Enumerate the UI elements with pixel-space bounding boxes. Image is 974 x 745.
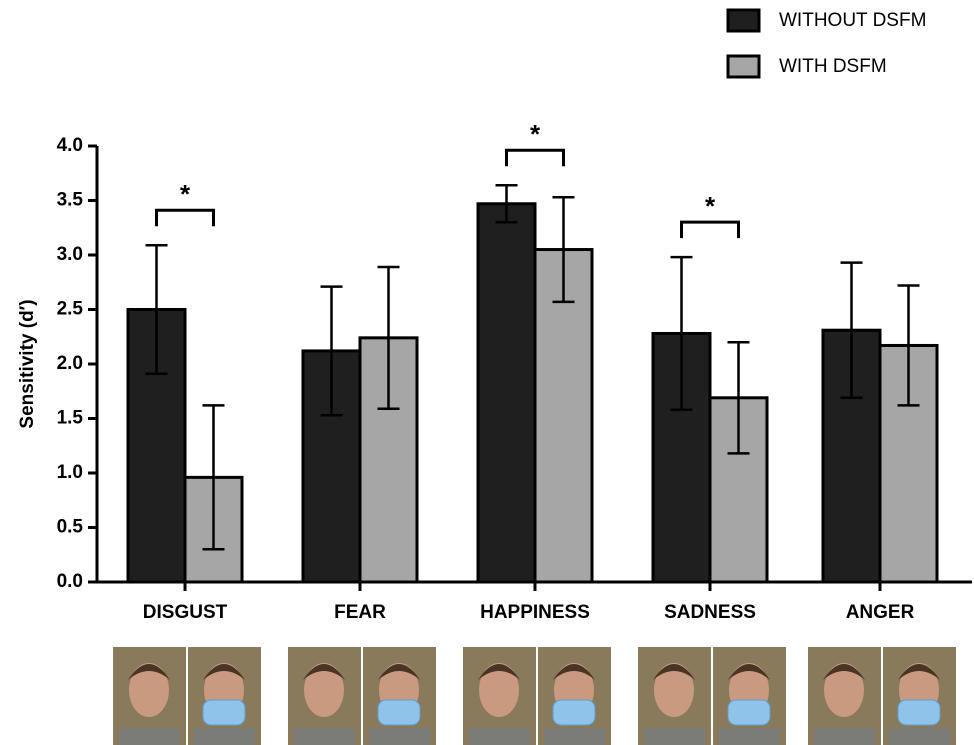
legend-label: WITH DSFM (779, 56, 887, 77)
y-tick-label: 1.0 (57, 462, 83, 483)
significance-label: * (180, 179, 191, 209)
x-tick-label: FEAR (334, 602, 386, 623)
face (479, 663, 519, 717)
shoulders (889, 728, 950, 745)
x-tick-label: HAPPINESS (480, 602, 590, 623)
shoulders (814, 728, 875, 745)
shoulders (544, 728, 605, 745)
mask (728, 700, 770, 725)
y-tick-label: 4.0 (57, 135, 83, 156)
x-tick-label: DISGUST (143, 602, 228, 623)
face (654, 663, 694, 717)
significance-bracket (682, 222, 739, 238)
mask (898, 700, 940, 725)
chart: Sensitivity (d′) 0.0 0.5 1.0 1.5 2.0 2.5 3.0 3.… (0, 0, 974, 745)
legend-swatch (728, 10, 759, 31)
y-axis-label: Sensitivity (d′) (17, 299, 38, 428)
shoulders (194, 728, 255, 745)
face-photos (113, 647, 956, 745)
y-tick-label: 2.5 (57, 299, 84, 320)
y-tick-label: 3.0 (57, 244, 83, 265)
shoulders (294, 728, 355, 745)
shoulders (119, 728, 180, 745)
shoulders (644, 728, 705, 745)
x-tick-label: ANGER (846, 602, 915, 623)
bar (478, 204, 535, 582)
legend-label: WITHOUT DSFM (779, 10, 926, 31)
y-tick-label: 2.0 (57, 353, 83, 374)
significance-bracket (157, 210, 214, 226)
legend-swatch (728, 56, 759, 77)
face (824, 663, 864, 717)
face (304, 663, 344, 717)
significance-bracket (507, 150, 564, 166)
shoulders (719, 728, 780, 745)
mask (553, 700, 595, 725)
y-tick-label: 0.0 (57, 571, 83, 592)
face (129, 663, 169, 717)
x-tick-label: SADNESS (664, 602, 756, 623)
shoulders (469, 728, 530, 745)
mask (378, 700, 420, 725)
mask (203, 700, 245, 725)
significance-label: * (530, 119, 541, 149)
y-tick-label: 0.5 (57, 517, 84, 538)
y-tick-label: 1.5 (57, 408, 84, 429)
significance-label: * (705, 191, 716, 221)
y-tick-label: 3.5 (57, 190, 84, 211)
shoulders (369, 728, 430, 745)
